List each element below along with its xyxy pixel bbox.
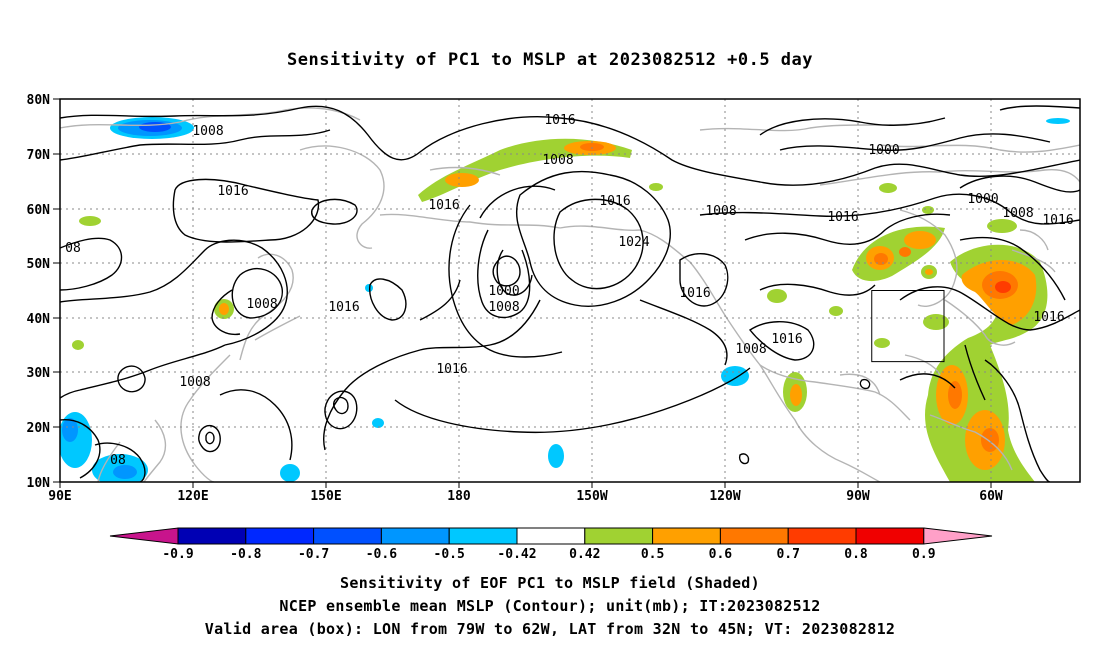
contour-label: 1008 — [246, 297, 277, 312]
contour-label: 08 — [110, 453, 126, 468]
colorbar-segment — [313, 527, 382, 545]
longitude-axis: 90E 120E 150E 180 150W 120W 90W 60W — [48, 482, 1003, 504]
valid-area-box — [871, 290, 945, 363]
colorbar-label: 0.6 — [709, 547, 733, 562]
lat-label: 80N — [27, 93, 51, 108]
colorbar-label: 0.7 — [776, 547, 799, 562]
contour-label: 1016 — [544, 113, 575, 128]
caption-line-1: Sensitivity of EOF PC1 to MSLP field (Sh… — [340, 574, 760, 592]
contour-label: 1000 — [868, 143, 899, 158]
contour-label: 1016 — [328, 300, 359, 315]
lon-label: 90W — [846, 489, 870, 504]
map-title: Sensitivity of PC1 to MSLP at 2023082512… — [286, 50, 813, 70]
colorbar-segment — [787, 527, 857, 545]
mslp-contours — [60, 105, 1080, 482]
contour-label: 1008 — [192, 124, 223, 139]
contour-label: 1008 — [179, 375, 210, 390]
contour-label: 1016 — [217, 184, 248, 199]
colorbar-label: 0.9 — [912, 547, 935, 562]
sensitivity-shading — [60, 117, 1070, 482]
contour-label: 1016 — [1042, 213, 1073, 228]
colorbar-label: -0.9 — [162, 547, 193, 562]
contour-label: 1016 — [679, 286, 710, 301]
contour-label: 1000 — [967, 192, 998, 207]
contour-label: 1024 — [618, 235, 649, 250]
contour-label: 1008 — [1002, 206, 1033, 221]
colorbar-segment — [855, 527, 925, 545]
colorbar-segment — [516, 527, 586, 545]
plot-frame — [59, 98, 1081, 483]
colorbar-label: 0.8 — [844, 547, 868, 562]
colorbar-label: -0.7 — [298, 547, 329, 562]
caption-line-3: Valid area (box): LON from 79W to 62W, L… — [204, 620, 896, 638]
colorbar-label: 0.42 — [569, 547, 600, 562]
colorbar-label: -0.42 — [497, 547, 536, 562]
caption-line-2: NCEP ensemble mean MSLP (Contour); unit(… — [279, 597, 821, 615]
lon-label: 120W — [709, 489, 740, 504]
colorbar-label: -0.8 — [230, 547, 261, 562]
contour-label: 1016 — [428, 198, 459, 213]
contour-label: 08 — [65, 241, 81, 256]
coastlines — [60, 107, 1080, 482]
lon-label: 180 — [447, 489, 471, 504]
colorbar-label: -0.6 — [366, 547, 397, 562]
latitude-axis: 80N 70N 60N 50N 40N 30N 20N 10N — [27, 93, 60, 491]
colorbar: -0.9 -0.8 -0.7 -0.6 -0.5 -0.42 0.42 0.5 … — [109, 527, 993, 562]
colorbar-segment — [719, 527, 789, 545]
colorbar-segment — [245, 527, 315, 545]
contour-label: 1008 — [488, 300, 519, 315]
contour-labels: 1008 1016 1008 1000 1008 1016 1008 1000 … — [65, 113, 1073, 468]
lon-label: 120E — [177, 489, 208, 504]
contour-label: 1016 — [436, 362, 467, 377]
graticule — [60, 99, 1080, 482]
lon-label: 90E — [48, 489, 71, 504]
lat-label: 50N — [27, 257, 51, 272]
lat-label: 20N — [27, 421, 51, 436]
colorbar-segment — [448, 527, 518, 545]
contour-label: 1016 — [599, 194, 630, 209]
colorbar-end-right — [923, 527, 993, 545]
contour-label: 1016 — [1033, 310, 1064, 325]
lat-label: 40N — [27, 312, 51, 327]
lon-label: 150E — [310, 489, 341, 504]
colorbar-label: -0.5 — [434, 547, 465, 562]
colorbar-segment — [652, 527, 721, 545]
colorbar-segment — [584, 527, 654, 545]
lat-label: 70N — [27, 148, 51, 163]
contour-label: 1016 — [771, 332, 802, 347]
colorbar-label: 0.5 — [641, 547, 664, 562]
contour-label: 1016 — [827, 210, 858, 225]
contour-label: 1008 — [542, 153, 573, 168]
colorbar-segment — [380, 527, 450, 545]
colorbar-end-left — [109, 527, 179, 545]
contour-label: 1008 — [705, 204, 736, 219]
lat-label: 30N — [27, 366, 51, 381]
lat-label: 10N — [27, 476, 51, 491]
colorbar-segment — [177, 527, 247, 545]
contour-label: 1000 — [488, 284, 519, 299]
contour-label: 1008 — [735, 342, 766, 357]
lon-label: 60W — [979, 489, 1003, 504]
lat-label: 60N — [27, 203, 51, 218]
lon-label: 150W — [576, 489, 607, 504]
